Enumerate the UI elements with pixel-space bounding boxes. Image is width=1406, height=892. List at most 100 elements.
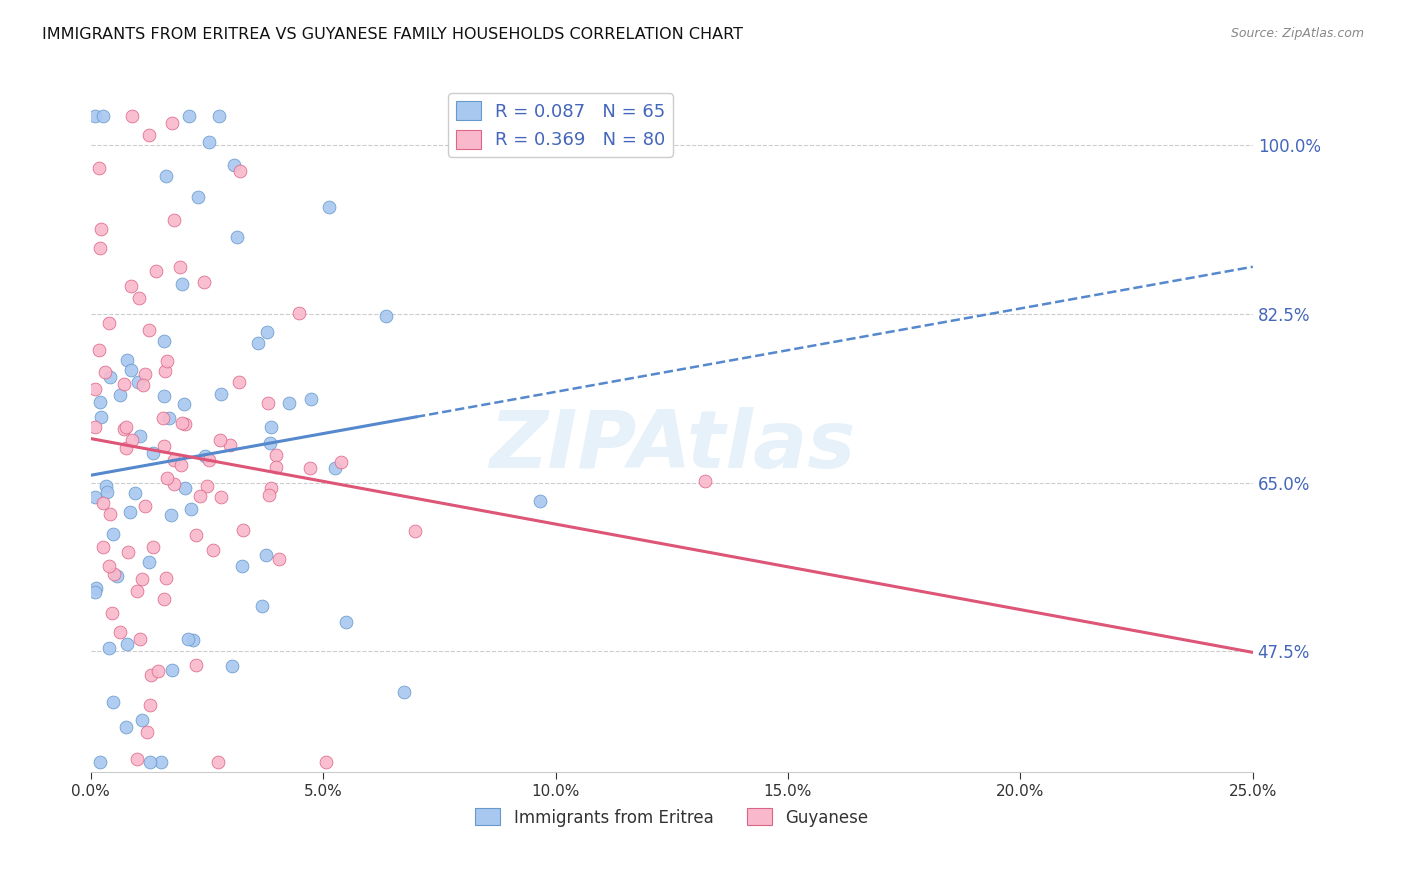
- Point: [131, 572, 153, 586]
- Point: [163, 477, 186, 491]
- Point: [121, 109, 143, 123]
- Point: [93, 540, 115, 554]
- Point: [96, 485, 118, 500]
- Point: [141, 668, 163, 682]
- Point: [153, 389, 176, 403]
- Point: [84, 585, 107, 599]
- Point: [232, 524, 254, 538]
- Point: [139, 698, 162, 712]
- Point: [152, 410, 174, 425]
- Point: [89, 394, 111, 409]
- Point: [318, 200, 340, 214]
- Point: [84, 109, 107, 123]
- Point: [87, 343, 110, 357]
- Point: [176, 632, 198, 646]
- Point: [198, 135, 221, 149]
- Point: [170, 416, 193, 430]
- Point: [173, 397, 195, 411]
- Point: [159, 508, 181, 522]
- Point: [257, 488, 280, 502]
- Point: [91, 495, 114, 509]
- Point: [155, 571, 177, 585]
- Point: [94, 365, 117, 379]
- Point: [115, 353, 138, 368]
- Text: Source: ZipAtlas.com: Source: ZipAtlas.com: [1230, 27, 1364, 40]
- Point: [103, 526, 125, 541]
- Point: [160, 116, 183, 130]
- Text: IMMIGRANTS FROM ERITREA VS GUYANESE FAMILY HOUSEHOLDS CORRELATION CHART: IMMIGRANTS FROM ERITREA VS GUYANESE FAMI…: [42, 27, 744, 42]
- Point: [219, 438, 242, 452]
- Point: [96, 479, 118, 493]
- Point: [186, 658, 208, 673]
- Point: [153, 439, 176, 453]
- Point: [138, 128, 160, 143]
- Point: [202, 543, 225, 558]
- Point: [131, 713, 153, 727]
- Point: [170, 458, 193, 472]
- Point: [187, 190, 209, 204]
- Point: [127, 584, 149, 599]
- Point: [330, 455, 353, 469]
- Text: ZIPAtlas: ZIPAtlas: [489, 407, 855, 484]
- Point: [194, 449, 217, 463]
- Point: [84, 420, 107, 434]
- Point: [177, 109, 200, 123]
- Point: [169, 260, 191, 275]
- Point: [110, 388, 132, 402]
- Point: [115, 419, 138, 434]
- Point: [228, 163, 250, 178]
- Point: [209, 434, 232, 448]
- Point: [246, 335, 269, 350]
- Point: [114, 441, 136, 455]
- Point: [90, 410, 112, 425]
- Point: [87, 161, 110, 175]
- Point: [231, 559, 253, 574]
- Point: [173, 481, 195, 495]
- Point: [100, 606, 122, 620]
- Point: [160, 664, 183, 678]
- Point: [163, 213, 186, 227]
- Point: [264, 448, 287, 462]
- Point: [163, 453, 186, 467]
- Point: [124, 486, 146, 500]
- Point: [374, 310, 396, 324]
- Point: [146, 665, 169, 679]
- Point: [181, 632, 204, 647]
- Point: [693, 474, 716, 488]
- Point: [404, 524, 426, 538]
- Point: [188, 489, 211, 503]
- Point: [325, 461, 347, 475]
- Point: [127, 375, 149, 389]
- Point: [142, 445, 165, 459]
- Point: [132, 377, 155, 392]
- Point: [193, 276, 215, 290]
- Point: [98, 369, 121, 384]
- Point: [97, 558, 120, 573]
- Point: [134, 499, 156, 513]
- Point: [173, 417, 195, 432]
- Point: [90, 221, 112, 235]
- Point: [120, 279, 142, 293]
- Point: [250, 599, 273, 614]
- Point: [184, 528, 207, 542]
- Point: [254, 549, 277, 563]
- Point: [209, 491, 232, 505]
- Point: [157, 410, 180, 425]
- Point: [128, 291, 150, 305]
- Point: [139, 756, 162, 770]
- Point: [529, 494, 551, 508]
- Point: [110, 624, 132, 639]
- Point: [98, 507, 121, 521]
- Point: [129, 632, 152, 646]
- Point: [257, 396, 280, 410]
- Point: [112, 421, 135, 435]
- Point: [89, 241, 111, 255]
- Point: [97, 316, 120, 330]
- Point: [221, 659, 243, 673]
- Point: [91, 109, 114, 123]
- Point: [84, 382, 107, 396]
- Point: [145, 264, 167, 278]
- Point: [121, 433, 143, 447]
- Point: [127, 752, 149, 766]
- Point: [138, 555, 160, 569]
